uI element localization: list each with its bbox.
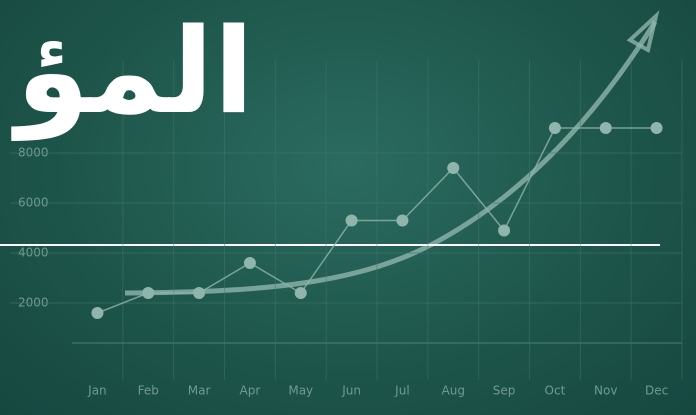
overlay-text: المؤ bbox=[11, 2, 254, 141]
arrow-head bbox=[626, 10, 660, 54]
x-tick-label: Nov bbox=[594, 384, 617, 398]
data-point bbox=[650, 122, 663, 134]
x-tick-label: Aug bbox=[442, 384, 465, 398]
data-line bbox=[97, 127, 657, 314]
x-tick-label: Jul bbox=[394, 384, 409, 398]
data-point bbox=[396, 214, 409, 227]
x-tick-label: Sep bbox=[493, 384, 516, 398]
data-point bbox=[498, 224, 511, 237]
x-tick-label: Mar bbox=[188, 384, 211, 398]
data-point bbox=[447, 162, 460, 174]
x-tick-label: Jan bbox=[87, 384, 107, 398]
x-tick-label: Dec bbox=[645, 384, 668, 398]
data-point bbox=[548, 122, 561, 134]
data-point bbox=[599, 122, 612, 134]
x-tick-label: Apr bbox=[240, 384, 261, 398]
data-point bbox=[142, 287, 155, 299]
x-tick-label: Feb bbox=[138, 384, 159, 398]
x-tick-label: May bbox=[288, 384, 313, 398]
data-point bbox=[294, 287, 307, 299]
data-point bbox=[91, 307, 104, 319]
x-tick-label: Oct bbox=[545, 384, 566, 398]
data-point bbox=[193, 287, 206, 299]
data-point bbox=[243, 257, 256, 269]
x-tick-label: Jun bbox=[341, 384, 361, 398]
trend-arrow bbox=[124, 20, 658, 296]
data-point bbox=[345, 214, 358, 227]
